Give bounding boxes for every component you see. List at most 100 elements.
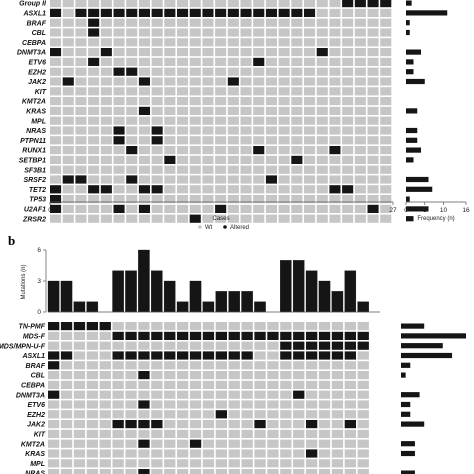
cell-u2af1-26 (367, 204, 379, 213)
cell-mds-mpn-u-f-25 (357, 341, 369, 350)
cell-kras-12 (189, 106, 201, 115)
cell-nras-10 (164, 469, 176, 474)
cell-etv6-23 (329, 57, 341, 66)
row-label-group-ii: Group II (19, 1, 47, 8)
cell-tp53-1 (50, 195, 62, 204)
cell-tp53-14 (215, 195, 227, 204)
cell-braf-20 (291, 18, 303, 27)
cell-tp53-3 (75, 195, 87, 204)
cell-jak2-4 (88, 77, 100, 86)
cell-nras-18 (265, 126, 277, 135)
cell-mpl-16 (240, 116, 252, 125)
mutation-bar-14 (215, 291, 228, 313)
cell-mpl-3 (75, 116, 87, 125)
cell-runx1-1 (50, 146, 62, 155)
cell-sf3b1-21 (304, 165, 316, 174)
cell-asxl1-8 (138, 8, 150, 17)
cell-kras-8 (138, 106, 150, 115)
mutation-bar-10 (163, 280, 176, 313)
cell-ezh2-1 (50, 67, 62, 76)
cell-kit-7 (126, 87, 138, 96)
mutation-bar-1 (47, 280, 60, 313)
cell-mds-f-1 (48, 331, 60, 340)
panel-b-label: b (8, 233, 15, 248)
mutation-bar-7 (125, 270, 137, 313)
cell-tn-pmf-11 (177, 322, 189, 331)
row-label-tet2: TET2 (29, 187, 46, 194)
cell-mpl-7 (125, 459, 137, 468)
cell-nras-17 (253, 126, 265, 135)
cell-group-ii-16 (240, 0, 252, 8)
cell-sf3b1-20 (291, 165, 303, 174)
row-label-nras: NRAS (26, 128, 46, 135)
cell-ezh2-21 (304, 67, 316, 76)
cell-nras-18 (267, 469, 279, 474)
cell-etv6-25 (357, 400, 369, 409)
cell-kras-5 (100, 106, 112, 115)
cell-asxl1-20 (291, 8, 303, 17)
cell-braf-9 (151, 18, 163, 27)
cell-jak2-16 (240, 77, 252, 86)
cell-setbp1-5 (100, 155, 112, 164)
cell-mpl-5 (99, 459, 111, 468)
panel-a-x-axis-label: Cases (212, 216, 229, 222)
cell-mds-f-15 (228, 331, 240, 340)
cell-dnmt3a-24 (344, 390, 356, 399)
cell-mds-f-8 (138, 331, 150, 340)
y-tick-0: 0 (37, 309, 41, 316)
cell-kit-22 (318, 429, 331, 438)
panel-b-frequency-bars (401, 323, 466, 474)
cell-kmt2a-9 (151, 97, 163, 106)
cell-nras-1 (48, 469, 60, 474)
cell-ezh2-22 (316, 67, 328, 76)
cell-mpl-16 (241, 459, 253, 468)
freq-bar-b-kras (401, 450, 415, 457)
cell-jak2-19 (278, 77, 290, 86)
cell-jak2-22 (318, 420, 331, 429)
cell-dnmt3a-14 (215, 390, 227, 399)
cell-etv6-17 (254, 400, 266, 409)
cell-asxl1-5 (99, 351, 111, 360)
cell-tn-pmf-9 (151, 322, 163, 331)
cell-u2af1-20 (291, 204, 303, 213)
cell-cbl-24 (344, 371, 356, 380)
cell-dnmt3a-25 (354, 48, 366, 57)
freq-bar-tp53 (406, 196, 410, 202)
cell-braf-12 (189, 361, 202, 370)
cell-ezh2-17 (253, 67, 265, 76)
cell-jak2-20 (291, 77, 303, 86)
panel-a-frequency-axis-label: Frequency (n) (417, 216, 454, 222)
cell-asxl1-10 (164, 8, 176, 17)
cell-cbl-21 (304, 28, 316, 37)
cell-tet2-14 (215, 185, 227, 194)
cell-ezh2-18 (267, 410, 279, 419)
cell-runx1-8 (138, 146, 150, 155)
cell-kmt2a-15 (227, 97, 239, 106)
cell-cbl-16 (240, 28, 252, 37)
cell-mds-f-14 (215, 331, 227, 340)
cell-etv6-19 (280, 400, 292, 409)
cell-mds-mpn-u-f-18 (267, 341, 279, 350)
cell-kras-24 (344, 449, 356, 458)
cell-nras-25 (354, 126, 366, 135)
cell-cbl-18 (265, 28, 277, 37)
cell-tp53-10 (164, 195, 176, 204)
cell-jak2-1 (50, 77, 62, 86)
cell-cbl-4 (86, 371, 98, 380)
cell-ptpn11-18 (265, 136, 277, 145)
cell-cbl-17 (254, 371, 266, 380)
cell-braf-10 (164, 18, 176, 27)
cell-zrsr2-22 (316, 214, 328, 223)
cell-cbl-24 (342, 28, 354, 37)
cell-ezh2-2 (60, 410, 73, 419)
cell-zrsr2-16 (240, 214, 252, 223)
cell-zrsr2-3 (75, 214, 87, 223)
cell-etv6-19 (278, 57, 290, 66)
panel-b-y-axis: 0 3 6 (37, 247, 47, 316)
cell-ezh2-9 (151, 410, 163, 419)
cell-kit-24 (342, 87, 354, 96)
cell-tet2-19 (278, 185, 290, 194)
mutation-bar-4 (86, 301, 99, 313)
cell-mpl-11 (177, 459, 189, 468)
cell-cbl-5 (99, 371, 111, 380)
